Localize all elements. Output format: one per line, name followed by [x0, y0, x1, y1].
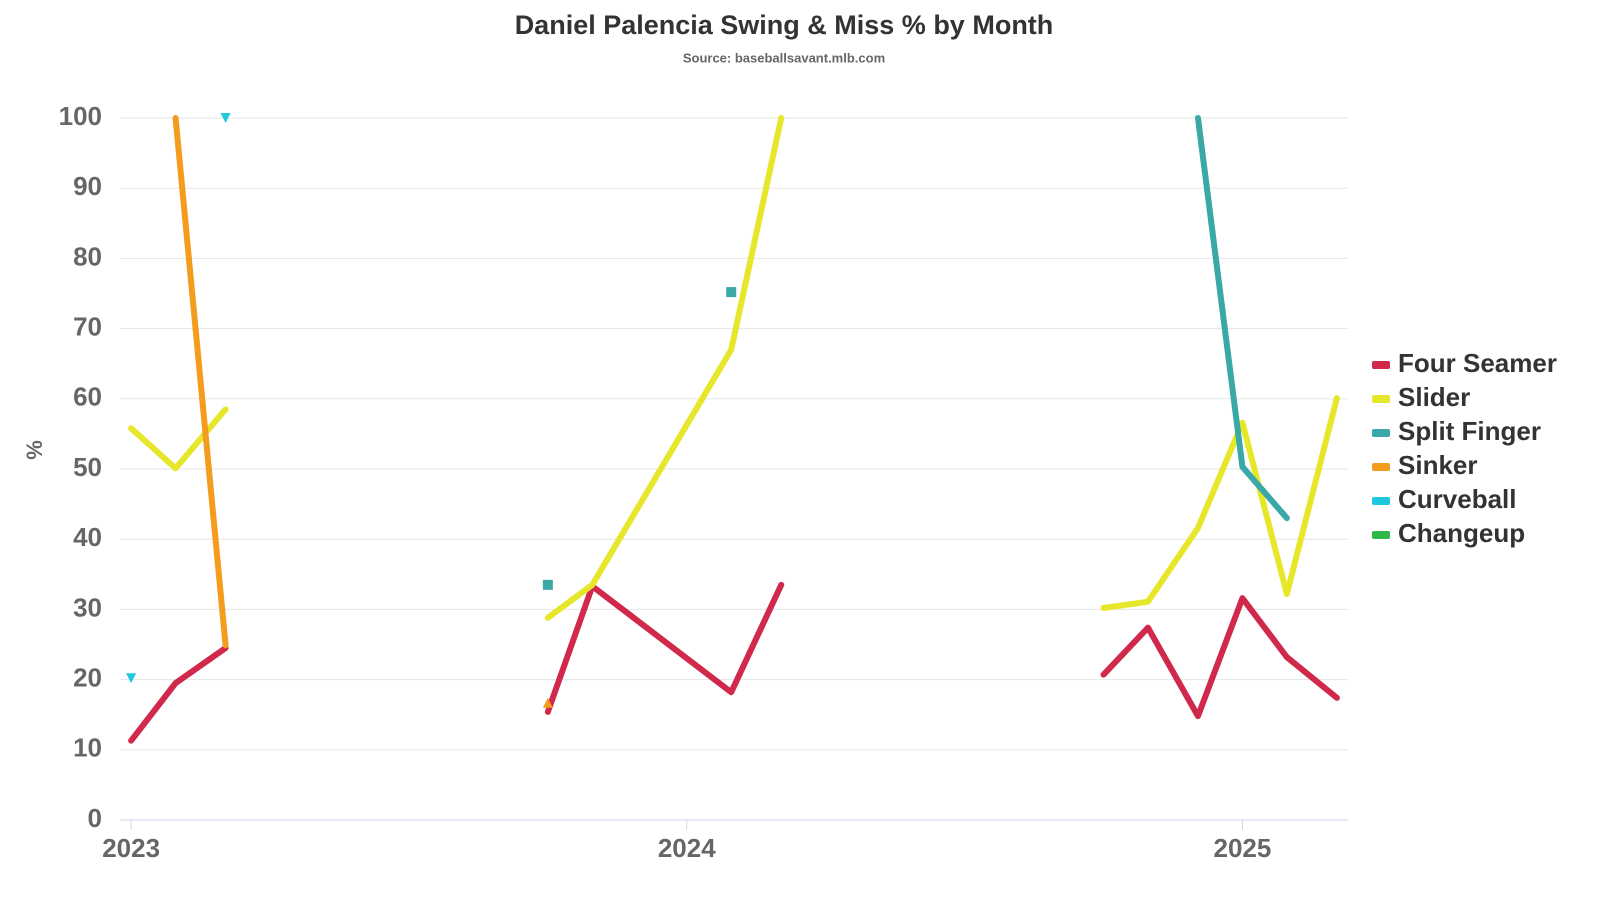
x-tick-label: 2024 [658, 833, 716, 863]
legend-label: Curveball [1398, 484, 1517, 514]
y-tick-label: 10 [73, 733, 102, 763]
legend-label: Slider [1398, 382, 1470, 412]
series-line [172, 115, 229, 649]
y-tick-label: 50 [73, 452, 102, 482]
legend-swatch [1372, 361, 1390, 369]
series-line [128, 645, 229, 744]
y-tick-label: 100 [59, 101, 102, 131]
point [126, 673, 137, 684]
point [220, 113, 231, 123]
series-line [1100, 595, 1340, 720]
legend-swatch [1372, 429, 1390, 437]
chart-title: Daniel Palencia Swing & Miss % by Month [515, 10, 1054, 40]
series-line [544, 581, 785, 715]
y-tick-label: 20 [73, 662, 102, 692]
legend-swatch [1372, 531, 1390, 539]
series-line [128, 406, 229, 472]
y-axis-label: % [22, 440, 47, 460]
legend-label: Sinker [1398, 450, 1478, 480]
point [542, 697, 553, 708]
y-tick-label: 30 [73, 592, 102, 622]
y-tick-label: 80 [73, 241, 102, 271]
legend-label: Split Finger [1398, 416, 1541, 446]
x-tick-label: 2025 [1214, 833, 1272, 863]
series-line [1100, 395, 1340, 611]
y-tick-label: 0 [88, 803, 102, 833]
y-tick-label: 70 [73, 311, 102, 341]
chart-subtitle: Source: baseballsavant.mlb.com [683, 50, 885, 65]
point [726, 287, 737, 298]
legend-swatch [1372, 463, 1390, 471]
x-tick-label: 2023 [102, 833, 160, 863]
y-tick-label: 90 [73, 171, 102, 201]
legend-swatch [1372, 497, 1390, 505]
point [542, 579, 553, 590]
legend-swatch [1372, 395, 1390, 403]
series-line [544, 115, 785, 621]
y-tick-label: 60 [73, 382, 102, 412]
legend-label: Changeup [1398, 518, 1525, 548]
y-tick-label: 40 [73, 522, 102, 552]
series-line [1194, 115, 1290, 522]
legend-label: Four Seamer [1398, 348, 1557, 378]
